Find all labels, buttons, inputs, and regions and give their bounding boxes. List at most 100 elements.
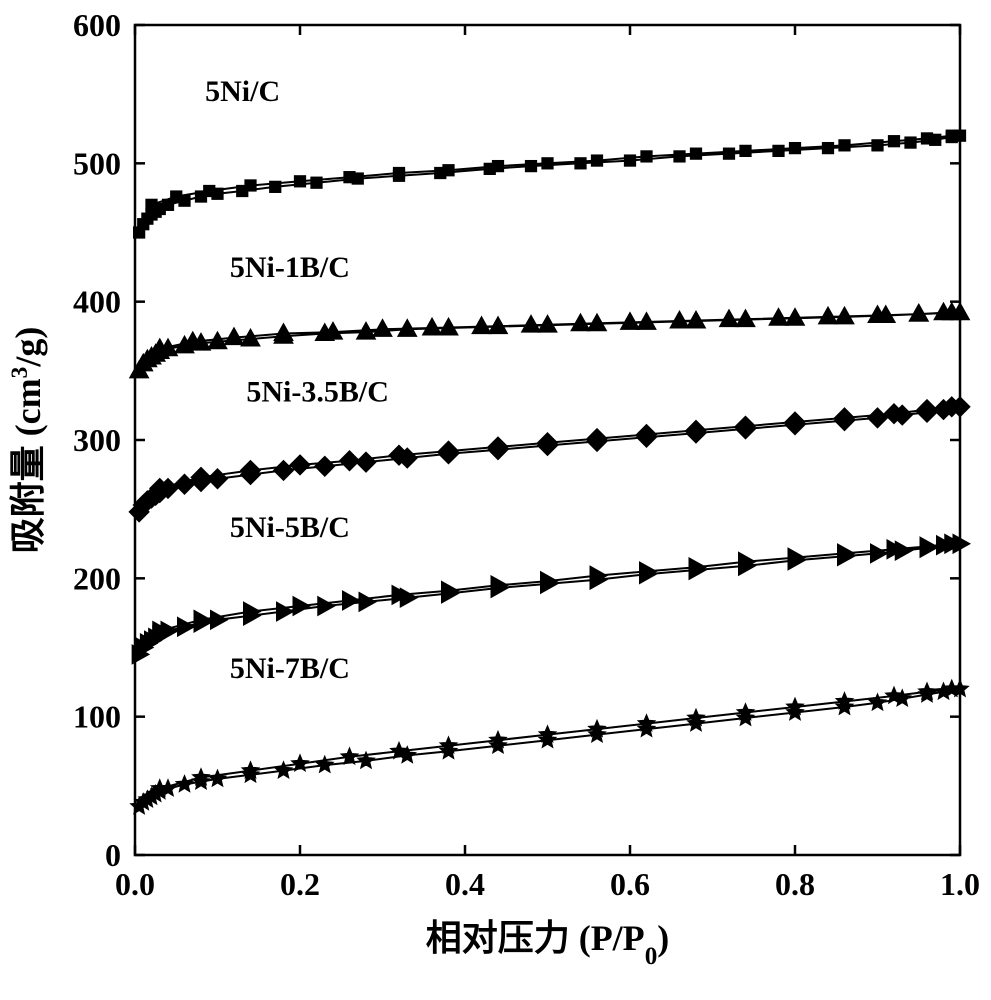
marker-square — [146, 199, 157, 210]
series-line — [139, 136, 960, 233]
marker-triangle — [571, 314, 590, 331]
marker-square — [492, 160, 503, 171]
marker-square — [393, 167, 404, 178]
marker-star — [176, 775, 193, 791]
marker-rtriangle — [359, 592, 376, 611]
y-tick-label: 600 — [73, 7, 121, 43]
marker-diamond — [736, 416, 756, 436]
marker-square — [839, 140, 850, 151]
marker-square — [542, 158, 553, 169]
y-tick-label: 400 — [73, 284, 121, 320]
marker-rtriangle — [871, 544, 888, 563]
series-line — [139, 689, 960, 807]
marker-square — [921, 133, 932, 144]
marker-star — [275, 762, 292, 778]
marker-square — [575, 158, 586, 169]
marker-diamond — [315, 456, 335, 476]
marker-triangle — [909, 304, 928, 321]
marker-square — [443, 165, 454, 176]
marker-triangle — [373, 319, 392, 336]
x-axis-title: 相对压力 (P/P0) — [426, 918, 670, 970]
marker-diamond — [208, 469, 228, 489]
x-tick-label: 0.8 — [775, 866, 815, 902]
y-tick-label: 0 — [105, 837, 121, 873]
series-5Ni-3.5B/C: 5Ni-3.5B/C — [129, 375, 970, 522]
marker-square — [171, 191, 182, 202]
x-tick-label: 0.2 — [280, 866, 320, 902]
marker-triangle — [621, 312, 640, 329]
marker-diamond — [356, 452, 376, 472]
marker-diamond — [274, 460, 294, 480]
x-tick-label: 0.0 — [115, 866, 155, 902]
marker-diamond — [835, 408, 855, 428]
marker-triangle — [472, 317, 491, 334]
marker-diamond — [587, 429, 607, 449]
marker-rtriangle — [277, 602, 294, 621]
marker-square — [888, 136, 899, 147]
marker-square — [822, 142, 833, 153]
marker-triangle — [819, 307, 838, 324]
marker-diamond — [439, 441, 459, 461]
marker-square — [946, 130, 957, 141]
marker-triangle — [423, 318, 442, 335]
marker-triangle — [670, 311, 689, 328]
x-tick-label: 1.0 — [940, 866, 980, 902]
series-line — [139, 544, 960, 655]
marker-rtriangle — [178, 617, 195, 636]
marker-square — [723, 148, 734, 159]
marker-square — [674, 151, 685, 162]
y-axis-title: 吸附量 (cm3/g) — [7, 327, 48, 554]
series-5Ni-7B/C: 5Ni-7B/C — [131, 652, 969, 814]
y-tick-label: 100 — [73, 699, 121, 735]
marker-triangle — [274, 323, 293, 340]
marker-square — [624, 155, 635, 166]
marker-square — [311, 177, 322, 188]
marker-rtriangle — [293, 597, 310, 616]
marker-diamond — [637, 424, 657, 444]
chart-container: 0.0 0.2 0.4 0.6 0.8 1.0 0 100 200 300 400 500 600 相对压… — [0, 0, 991, 1000]
marker-triangle — [720, 310, 739, 327]
series-label: 5Ni-3.5B/C — [246, 375, 389, 408]
marker-square — [690, 148, 701, 159]
marker-rtriangle — [318, 597, 335, 616]
marker-square — [344, 172, 355, 183]
series-5Ni-5B/C: 5Ni-5B/C — [132, 511, 970, 664]
series-label: 5Ni-5B/C — [230, 511, 350, 544]
x-tick-label: 0.4 — [445, 866, 485, 902]
marker-square — [294, 176, 305, 187]
marker-diamond — [686, 420, 706, 440]
marker-square — [905, 137, 916, 148]
marker-square — [641, 151, 652, 162]
series-label: 5Ni/C — [205, 75, 280, 108]
marker-square — [872, 140, 883, 151]
marker-diamond — [340, 451, 360, 471]
marker-rtriangle — [343, 591, 360, 610]
x-tick-label: 0.6 — [610, 866, 650, 902]
marker-triangle — [769, 308, 788, 325]
y-tick-label: 200 — [73, 560, 121, 596]
marker-square — [204, 185, 215, 196]
marker-square — [525, 160, 536, 171]
marker-square — [270, 181, 281, 192]
marker-square — [245, 180, 256, 191]
isotherm-chart: 0.0 0.2 0.4 0.6 0.8 1.0 0 100 200 300 400 500 600 相对压… — [0, 0, 991, 1000]
series-5Ni/C: 5Ni/C — [134, 75, 966, 238]
marker-diamond — [785, 412, 805, 432]
marker-diamond — [538, 433, 558, 453]
series-label: 5Ni-7B/C — [230, 652, 350, 685]
marker-star — [209, 770, 226, 786]
marker-diamond — [917, 400, 937, 420]
marker-rtriangle — [211, 610, 228, 629]
marker-square — [591, 155, 602, 166]
y-tick-label: 500 — [73, 145, 121, 181]
series-label: 5Ni-1B/C — [230, 251, 350, 284]
marker-triangle — [522, 315, 541, 332]
marker-square — [773, 145, 784, 156]
marker-diamond — [290, 455, 310, 475]
marker-square — [740, 145, 751, 156]
series-5Ni-1B/C: 5Ni-1B/C — [130, 251, 970, 378]
marker-square — [789, 142, 800, 153]
marker-diamond — [868, 408, 888, 428]
y-tick-label: 300 — [73, 422, 121, 458]
marker-diamond — [488, 437, 508, 457]
